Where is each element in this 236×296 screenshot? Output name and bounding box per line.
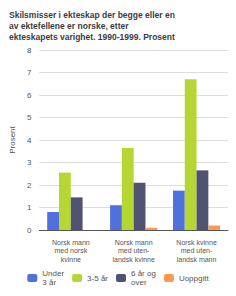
svg-text:3: 3	[27, 158, 32, 167]
svg-text:6: 6	[27, 91, 32, 100]
svg-text:0: 0	[27, 226, 32, 235]
svg-text:Under: Under	[42, 269, 64, 278]
svg-text:med uten-: med uten-	[118, 247, 150, 254]
svg-text:Norsk kvinne: Norsk kvinne	[176, 239, 217, 246]
svg-text:av ektefellene er norske, ette: av ektefellene er norske, etter	[9, 21, 129, 31]
svg-text:Norsk mann: Norsk mann	[115, 239, 153, 246]
svg-text:Prosent: Prosent	[8, 125, 17, 153]
svg-text:6 år og: 6 år og	[131, 269, 156, 278]
svg-text:3 år: 3 år	[42, 278, 56, 287]
svg-text:landsk mann: landsk mann	[177, 256, 217, 263]
svg-text:4: 4	[27, 136, 32, 145]
svg-text:over: over	[131, 278, 147, 287]
svg-text:8: 8	[27, 46, 32, 55]
svg-text:7: 7	[27, 68, 32, 77]
svg-text:3-5 år: 3-5 år	[87, 274, 108, 283]
svg-text:2: 2	[27, 181, 32, 190]
svg-text:landsk kvinne: landsk kvinne	[112, 256, 155, 263]
svg-text:Skilsmisser i ekteskap der beg: Skilsmisser i ekteskap der begge eller e…	[9, 10, 175, 20]
svg-text:Uoppgitt: Uoppgitt	[179, 274, 210, 283]
svg-text:Norsk mann: Norsk mann	[52, 239, 90, 246]
svg-text:med uten-: med uten-	[181, 247, 213, 254]
svg-text:med norsk: med norsk	[54, 247, 87, 254]
svg-text:1: 1	[27, 203, 32, 212]
svg-text:ekteskapets varighet. 1990-199: ekteskapets varighet. 1990-1999. Prosent	[9, 32, 175, 42]
svg-text:5: 5	[27, 113, 32, 122]
svg-text:kvinne: kvinne	[61, 256, 81, 263]
